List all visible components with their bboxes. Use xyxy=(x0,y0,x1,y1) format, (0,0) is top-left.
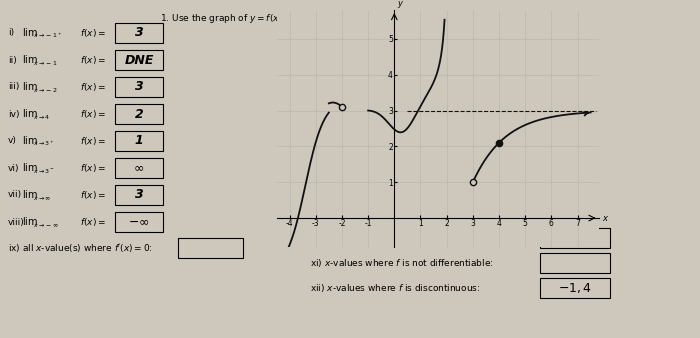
Bar xyxy=(540,253,610,273)
Bar xyxy=(540,228,610,248)
Text: $f(x) =$: $f(x) =$ xyxy=(80,189,106,201)
Text: viii): viii) xyxy=(8,217,25,226)
Text: $\lim$: $\lim$ xyxy=(22,215,38,227)
Text: vii): vii) xyxy=(8,191,22,199)
Text: $x\to -1^+$: $x\to -1^+$ xyxy=(33,31,62,41)
Text: $x\to-\infty$: $x\to-\infty$ xyxy=(33,221,59,229)
Text: ii): ii) xyxy=(8,55,17,65)
Text: $f(x) =$: $f(x) =$ xyxy=(80,81,106,93)
Text: 1: 1 xyxy=(134,135,144,147)
Text: $\lim$: $\lim$ xyxy=(22,107,38,119)
Text: $\lim$: $\lim$ xyxy=(22,26,38,38)
Bar xyxy=(178,238,243,258)
Text: $f(x) =$: $f(x) =$ xyxy=(80,216,106,228)
Text: $\infty$: $\infty$ xyxy=(134,162,145,174)
Text: x) $f'(-3)$ appears to have a value of: x) $f'(-3)$ appears to have a value of xyxy=(310,232,473,244)
Text: vi): vi) xyxy=(8,164,20,172)
Text: iv): iv) xyxy=(8,110,20,119)
Bar xyxy=(115,131,163,151)
Text: 3: 3 xyxy=(134,189,144,201)
Text: y: y xyxy=(397,0,402,8)
Text: $x\to\infty$: $x\to\infty$ xyxy=(33,194,51,202)
Text: xii) $x$-values where $f$ is discontinuous:: xii) $x$-values where $f$ is discontinuo… xyxy=(310,282,480,294)
Text: $-\infty$: $-\infty$ xyxy=(128,216,150,228)
Bar xyxy=(115,212,163,232)
Text: ix) all $x$-value(s) where $f'(x) = 0$:: ix) all $x$-value(s) where $f'(x) = 0$: xyxy=(8,242,153,254)
Text: $\lim$: $\lim$ xyxy=(22,161,38,173)
Text: $\lim$: $\lim$ xyxy=(22,80,38,92)
Text: x: x xyxy=(603,214,608,222)
Text: $f(x) =$: $f(x) =$ xyxy=(80,54,106,66)
Text: 1. Use the graph of $y = f(x)$ (below) to fill in each box with the best possibl: 1. Use the graph of $y = f(x)$ (below) t… xyxy=(160,12,540,25)
Text: $f(x) =$: $f(x) =$ xyxy=(80,162,106,174)
Bar xyxy=(115,158,163,178)
Text: $\lim$: $\lim$ xyxy=(22,53,38,65)
Text: 3: 3 xyxy=(134,26,144,40)
Text: DNE: DNE xyxy=(125,53,154,67)
Bar xyxy=(115,23,163,43)
Text: v): v) xyxy=(8,137,17,145)
Text: i): i) xyxy=(8,28,14,38)
Text: $f(x) =$: $f(x) =$ xyxy=(80,108,106,120)
Text: $\lim$: $\lim$ xyxy=(22,188,38,200)
Bar xyxy=(115,104,163,124)
Text: $x\to -1$: $x\to -1$ xyxy=(33,59,57,67)
Text: $f(x) =$: $f(x) =$ xyxy=(80,135,106,147)
Bar xyxy=(115,185,163,205)
Text: 3: 3 xyxy=(134,80,144,94)
Text: 2: 2 xyxy=(570,232,580,244)
Text: $-1, 4$: $-1, 4$ xyxy=(558,281,592,295)
Text: $f(x) =$: $f(x) =$ xyxy=(80,27,106,39)
Text: xi) $x$-values where $f$ is not differentiable:: xi) $x$-values where $f$ is not differen… xyxy=(310,257,494,269)
Text: $x\to 4$: $x\to 4$ xyxy=(33,113,50,121)
Text: 2: 2 xyxy=(134,107,144,121)
Text: iii): iii) xyxy=(8,82,20,92)
Text: $x\to -2$: $x\to -2$ xyxy=(33,86,57,94)
Text: $x\to 3^+$: $x\to 3^+$ xyxy=(33,140,55,148)
Bar xyxy=(540,278,610,298)
Text: $\lim$: $\lim$ xyxy=(22,134,38,146)
Bar xyxy=(115,77,163,97)
Text: $x\to 3^-$: $x\to 3^-$ xyxy=(33,167,55,175)
Bar xyxy=(115,50,163,70)
